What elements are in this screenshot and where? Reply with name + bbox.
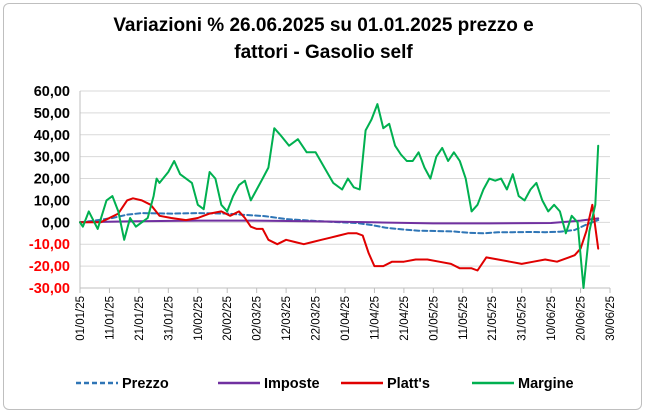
x-tick-label: 21/05/25 [487, 296, 499, 341]
y-tick-label: 0,00 [42, 215, 70, 231]
x-tick-label: 31/05/25 [517, 296, 529, 341]
y-tick-label: 30,00 [34, 150, 70, 166]
legend: Prezzo Imposte Platt's Margine [76, 376, 574, 392]
x-tick-label: 12/03/25 [281, 296, 293, 341]
x-tick-label: 20/06/25 [576, 296, 588, 341]
chart-frame [3, 3, 642, 410]
x-tick-label: 11/05/25 [458, 296, 470, 340]
y-tick-label: 50,00 [34, 106, 70, 122]
x-tick-label: 11/04/25 [369, 296, 381, 340]
x-tick-label: 01/01/25 [75, 296, 87, 341]
y-tick-label: -30,00 [29, 281, 70, 297]
x-tick-label: 02/03/25 [252, 296, 264, 341]
series-line-margine [79, 103, 600, 289]
x-tick-label: 31/01/25 [163, 296, 175, 341]
chart-title: Variazioni % 26.06.2025 su 01.01.2025 pr… [0, 12, 647, 66]
x-tick-label: 20/02/25 [222, 296, 234, 341]
y-tick-label: 60,00 [34, 84, 70, 100]
y-tick-label: 10,00 [34, 193, 70, 209]
y-tick-label: 20,00 [34, 172, 70, 188]
legend-label-platt-s: Platt's [387, 376, 430, 392]
series-line-platt-s [79, 197, 600, 272]
legend-label-imposte: Imposte [264, 376, 320, 392]
y-tick-label: -20,00 [29, 259, 70, 275]
x-tick-label: 30/06/25 [605, 296, 617, 341]
legend-label-margine: Margine [518, 376, 574, 392]
legend-label-prezzo: Prezzo [122, 376, 169, 392]
y-axis-ticks: 60,00 50,00 40,00 30,00 20,00 10,00 0,00 -10,00… [29, 84, 70, 297]
x-tick-label: 11/01/25 [104, 296, 116, 340]
x-tick-label: 22/03/25 [311, 296, 323, 341]
x-axis-ticks: 01/01/25 11/01/25 21/01/25 31/01/25 10/02/25… [75, 288, 617, 341]
x-tick-label: 21/04/25 [399, 296, 411, 341]
x-tick-label: 01/05/25 [428, 296, 440, 341]
chart-title-line-1: Variazioni % 26.06.2025 su 01.01.2025 pr… [113, 15, 534, 36]
series-line-imposte [79, 217, 600, 225]
y-tick-label: 40,00 [34, 128, 70, 144]
x-tick-label: 10/02/25 [193, 296, 205, 341]
x-tick-label: 21/01/25 [134, 296, 146, 341]
x-tick-label: 01/04/25 [340, 296, 352, 341]
series-lines [79, 103, 600, 289]
chart-title-line-2: fattori - Gasolio self [234, 42, 413, 63]
series-line-prezzo [79, 212, 600, 235]
y-tick-label: -10,00 [29, 237, 70, 253]
x-tick-label: 10/06/25 [546, 296, 558, 341]
